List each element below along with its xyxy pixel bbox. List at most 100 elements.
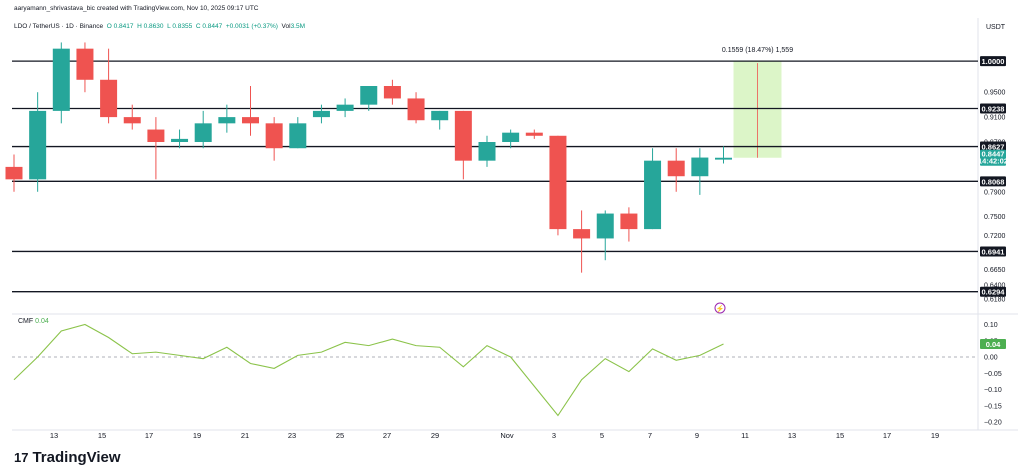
candle-body[interactable] xyxy=(407,98,425,121)
candle-body[interactable] xyxy=(383,86,401,99)
time-tick-1: 15 xyxy=(98,431,106,440)
cmf-legend: CMF 0.04 xyxy=(18,318,49,325)
cmf-tick-3: −0.05 xyxy=(984,371,1002,378)
time-tick-14: 11 xyxy=(741,431,749,440)
time-tick-9: Nov xyxy=(500,431,514,440)
time-tick-8: 29 xyxy=(431,431,439,440)
candle-body[interactable] xyxy=(620,213,638,230)
candle-body[interactable] xyxy=(312,110,330,118)
candle-body[interactable] xyxy=(147,129,165,142)
candle-body[interactable] xyxy=(29,110,47,180)
bar-countdown: 14:42:02 xyxy=(978,157,1008,166)
time-tick-3: 19 xyxy=(193,431,201,440)
candle-body[interactable] xyxy=(171,138,189,142)
current-price-tag: 0.8447 xyxy=(982,150,1005,159)
time-tick-2: 17 xyxy=(145,431,153,440)
candle-body[interactable] xyxy=(5,166,23,180)
price-tick-8: 0.6180 xyxy=(984,296,1006,303)
level-tag-5: 0.6294 xyxy=(982,288,1006,297)
cmf-tick-6: −0.20 xyxy=(984,420,1002,427)
change-value: +0.0031 (+0.37%) xyxy=(225,23,278,30)
level-tag-0: 1.0000 xyxy=(982,57,1005,66)
candle-body[interactable] xyxy=(525,132,543,136)
price-tick-3: 0.7900 xyxy=(984,189,1006,196)
candle-body[interactable] xyxy=(596,213,614,239)
level-tag-bg-0 xyxy=(980,56,1006,67)
events-flash-icon[interactable] xyxy=(714,302,726,314)
measure-label: 0.1559 (18.47%) 1,559 xyxy=(722,47,793,54)
time-tick-12: 7 xyxy=(648,431,652,440)
candle-body[interactable] xyxy=(218,117,236,124)
level-tag-bg-5 xyxy=(980,286,1006,297)
time-tick-0: 13 xyxy=(50,431,58,440)
candle-body[interactable] xyxy=(478,142,496,161)
candle-body[interactable] xyxy=(242,117,259,124)
volume-value: 3.5M xyxy=(290,23,306,30)
cmf-name: CMF xyxy=(18,318,34,325)
time-tick-4: 21 xyxy=(241,431,249,440)
time-tick-7: 27 xyxy=(383,431,391,440)
candle-body[interactable] xyxy=(123,117,141,124)
time-tick-6: 25 xyxy=(336,431,344,440)
tradingview-logo[interactable]: 17 TradingView xyxy=(14,449,121,466)
symbol-name[interactable]: LDO / TetherUS · 1D · Binance xyxy=(14,23,104,30)
cmf-value-tag: 0.04 xyxy=(986,340,1001,349)
time-tick-17: 17 xyxy=(883,431,891,440)
high-value: H 0.8630 xyxy=(137,23,164,30)
tradingview-logo-icon: 17 xyxy=(14,450,29,465)
level-tag-bg-1 xyxy=(980,103,1006,114)
low-value: L 0.8355 xyxy=(167,23,193,30)
price-tick-7: 0.6400 xyxy=(984,283,1006,290)
candle-body[interactable] xyxy=(289,123,307,149)
candle-body[interactable] xyxy=(76,48,94,80)
current-price-tag-bg xyxy=(980,149,1006,166)
candle-body[interactable] xyxy=(360,86,378,105)
price-tick-4: 0.7500 xyxy=(984,214,1006,221)
author-watermark: aaryamann_shrivastava_bic created with T… xyxy=(14,5,259,12)
cmf-value-tag-bg xyxy=(980,339,1006,349)
cmf-tick-2: 0.00 xyxy=(984,355,998,362)
candle-body[interactable] xyxy=(52,48,70,111)
level-tag-3: 0.8068 xyxy=(982,177,1005,186)
candle-body[interactable] xyxy=(265,123,283,149)
candle-body[interactable] xyxy=(667,160,685,177)
price-tick-5: 0.7200 xyxy=(984,233,1006,240)
candle-body[interactable] xyxy=(691,157,709,177)
candle-body[interactable] xyxy=(336,104,354,111)
open-value: O 0.8417 xyxy=(106,23,134,30)
time-tick-10: 3 xyxy=(552,431,556,440)
candle-body[interactable] xyxy=(573,229,591,239)
level-tag-1: 0.9238 xyxy=(982,105,1005,114)
price-tick-6: 0.6650 xyxy=(984,267,1006,274)
close-value: C 0.8447 xyxy=(195,23,223,30)
candle-body[interactable] xyxy=(502,132,520,142)
time-tick-15: 13 xyxy=(788,431,796,440)
cmf-line[interactable] xyxy=(13,323,724,417)
time-tick-13: 9 xyxy=(695,431,699,440)
cmf-tick-4: −0.10 xyxy=(984,387,1002,394)
candle-body[interactable] xyxy=(549,135,567,230)
level-tag-bg-3 xyxy=(980,176,1006,187)
candle-body[interactable] xyxy=(715,157,732,160)
cmf-tick-5: −0.15 xyxy=(984,403,1002,410)
candle-body[interactable] xyxy=(100,79,118,118)
candle-body[interactable] xyxy=(431,110,449,121)
time-tick-11: 5 xyxy=(600,431,604,440)
candle-body[interactable] xyxy=(194,123,212,142)
price-tick-0: 0.9500 xyxy=(984,90,1006,97)
cmf-tick-0: 0.10 xyxy=(984,322,998,329)
currency-label[interactable]: USDT xyxy=(986,24,1006,31)
level-tag-4: 0.6941 xyxy=(982,247,1005,256)
flash-icon-glyph: ⚡ xyxy=(716,304,725,313)
level-tag-bg-4 xyxy=(980,246,1006,257)
candle-body[interactable] xyxy=(454,110,472,161)
level-tag-2: 0.8627 xyxy=(982,143,1005,152)
price-tick-1: 0.9100 xyxy=(984,115,1006,122)
time-tick-16: 15 xyxy=(836,431,844,440)
volume-label: Vol xyxy=(281,23,291,30)
symbol-legend: LDO / TetherUS · 1D · Binance O 0.8417 H… xyxy=(14,23,305,30)
price-tick-2: 0.8700 xyxy=(984,140,1006,147)
candle-body[interactable] xyxy=(644,160,662,230)
cmf-current-value: 0.04 xyxy=(35,318,49,325)
